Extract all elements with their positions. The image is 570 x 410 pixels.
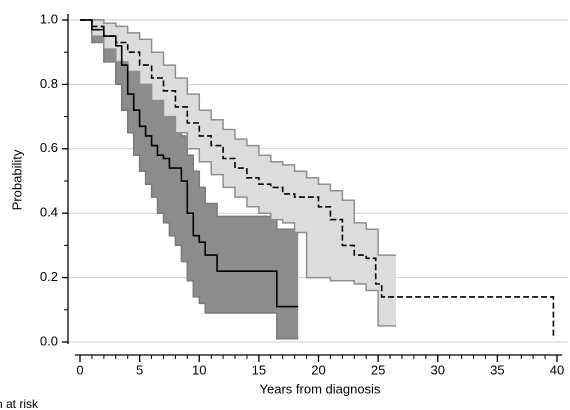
band-lower-edge (80, 19, 299, 340)
x-tick-label: 30 (431, 362, 445, 377)
y-tick-label: 0.4 (40, 205, 58, 220)
y-tick-label: 0.2 (40, 269, 58, 284)
x-tick-label: 10 (192, 362, 206, 377)
lines (80, 19, 555, 339)
y-axis-label: Probability (9, 149, 24, 210)
x-tick-label: 5 (136, 362, 143, 377)
x-tick-label: 0 (76, 362, 83, 377)
axes: 0.0 0.2 0.4 0.6 0.8 1.0 0 5 10 15 20 25 30 35 40 (40, 11, 564, 377)
survival-curve (80, 19, 299, 308)
y-tick-label: 1.0 (40, 11, 58, 26)
confidence-band (80, 20, 299, 339)
x-tick-label: 40 (550, 362, 564, 377)
band-upper-edge (80, 19, 396, 256)
x-tick-label: 20 (311, 362, 325, 377)
bands (80, 19, 396, 340)
x-tick-label: 15 (252, 362, 266, 377)
x-tick-label: 35 (490, 362, 504, 377)
band-lower-edge (80, 19, 396, 327)
x-axis-label: Years from diagnosis (260, 381, 381, 396)
y-tick-label: 0.8 (40, 76, 58, 91)
y-tick-label: 0.6 (40, 140, 58, 155)
survival-curve (80, 19, 555, 339)
confidence-band (80, 20, 396, 326)
footnote: n at risk (0, 397, 39, 410)
x-tick-label: 25 (371, 362, 385, 377)
y-tick-label: 0.0 (40, 333, 58, 348)
